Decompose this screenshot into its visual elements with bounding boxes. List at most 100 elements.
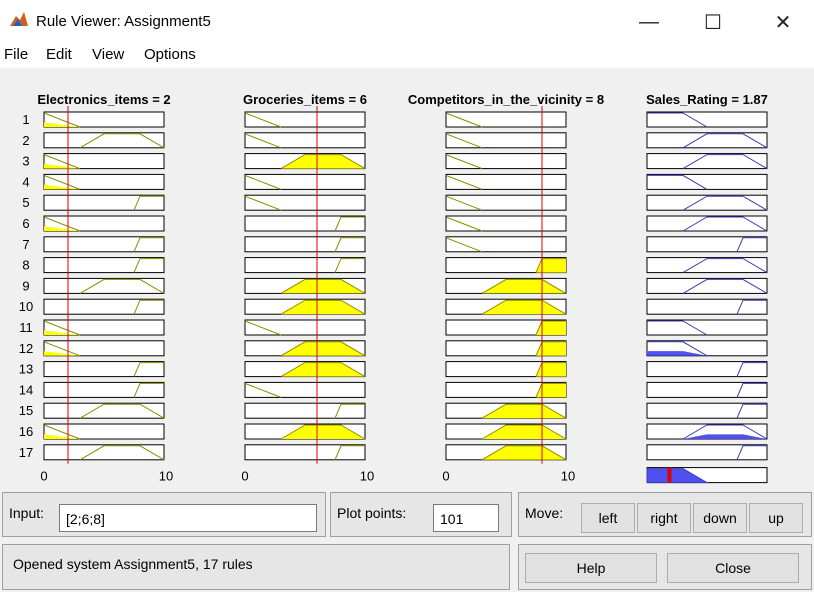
close-window-icon[interactable]: ✕ [774, 11, 792, 34]
input-mf-line [133, 299, 164, 315]
menu-bar: File Edit View Options [0, 42, 814, 68]
input-mf-line [43, 341, 81, 357]
input-mf-line [133, 237, 164, 252]
rule-plot[interactable]: Electronics_items = 2 Groceries_items = 6… [0, 68, 814, 488]
help-button[interactable]: Help [525, 553, 657, 583]
input-label: Input: [9, 505, 45, 521]
input-fill [536, 321, 566, 335]
rule-number: 7 [22, 237, 29, 252]
menu-view[interactable]: View [92, 46, 125, 63]
input-mf-line [43, 320, 81, 336]
output-mf-line [682, 133, 768, 149]
input-mf-line [445, 237, 483, 253]
output-mf-line [647, 341, 708, 357]
input-mf-line [445, 195, 483, 211]
input-mf-line [43, 174, 81, 190]
input-mf-line [244, 133, 282, 149]
input-fill [44, 434, 80, 439]
input-field[interactable]: [2;6;8] [59, 504, 317, 532]
close-button[interactable]: Close [667, 553, 799, 583]
input-mf-box [244, 215, 366, 232]
output-mf-box [646, 111, 768, 128]
output-mf-line [647, 112, 708, 128]
input-mf-line [133, 195, 164, 211]
menu-edit[interactable]: Edit [46, 46, 72, 63]
input-mf-line [481, 445, 567, 461]
input-mf-line [445, 133, 483, 149]
input-fill [536, 383, 566, 398]
output-mf-box [646, 153, 768, 170]
plot-points-panel: Plot points: 101 [330, 492, 512, 537]
output-mf-line [682, 154, 768, 170]
move-panel: Move: left right down up [518, 492, 812, 537]
rule-number: 15 [19, 403, 33, 418]
maximize-icon[interactable]: ☐ [704, 11, 722, 34]
input-fill [44, 226, 80, 231]
input-mf-box [43, 340, 165, 357]
rule-number: 5 [22, 195, 29, 210]
input-mf-box [43, 444, 165, 461]
rule-number: 14 [19, 382, 33, 397]
input-mf-line [481, 299, 567, 315]
output-mf-line [736, 237, 767, 252]
output-mf-line [736, 299, 767, 315]
input-fill [536, 362, 566, 377]
input-fill [44, 122, 80, 127]
input-mf-line [79, 278, 165, 294]
minimize-icon[interactable]: — [639, 10, 659, 33]
input-var-label-3: Competitors_in_the_vicinity = 8 [408, 92, 604, 107]
input-mf-box [43, 298, 165, 315]
input-mf-line [280, 341, 366, 357]
window-title: Rule Viewer: Assignment5 [36, 13, 211, 30]
move-up-button[interactable]: up [749, 503, 803, 533]
input-var-label-1: Electronics_items = 2 [37, 92, 170, 107]
input-mf-box [244, 194, 366, 211]
rule-number: 17 [19, 445, 33, 460]
input-fill [482, 279, 566, 294]
output-mf-box [646, 381, 768, 398]
input-mf-box [244, 319, 366, 336]
rule-number: 9 [22, 278, 29, 293]
input-mf-line [334, 445, 365, 460]
input-mf-line [280, 154, 366, 170]
input-mf-box [445, 111, 567, 128]
rule-number: 11 [19, 320, 33, 335]
input-mf-line [445, 174, 483, 190]
input-mf-box [43, 381, 165, 398]
move-down-button[interactable]: down [693, 503, 747, 533]
move-left-button[interactable]: left [581, 503, 635, 533]
input-mf-box [445, 132, 567, 149]
output-mf-box [646, 173, 768, 190]
matlab-icon [10, 12, 28, 26]
output-mf-line [682, 278, 768, 294]
input-mf-line [79, 133, 165, 149]
axis-max-label: 10 [159, 469, 173, 484]
menu-file[interactable]: File [4, 46, 29, 63]
input-mf-line [481, 424, 567, 440]
move-right-button[interactable]: right [637, 503, 691, 533]
input-mf-line [244, 195, 282, 211]
input-mf-line [481, 278, 567, 294]
input-fill [482, 425, 566, 439]
input-mf-box [43, 132, 165, 149]
output-mf-line [682, 195, 768, 211]
input-mf-box [445, 194, 567, 211]
input-fill [44, 351, 80, 356]
input-fill [44, 330, 80, 335]
output-mf-line [682, 424, 768, 440]
output-mf-line [736, 382, 767, 398]
input-mf-line [43, 112, 81, 128]
output-mf-line [682, 258, 768, 274]
input-mf-box [244, 381, 366, 398]
rule-number: 1 [22, 112, 29, 127]
output-mf-box [646, 319, 768, 336]
input-mf-box [43, 402, 165, 419]
input-fill [281, 425, 365, 439]
output-mf-box [646, 361, 768, 378]
output-mf-line [647, 320, 708, 336]
plot-points-field[interactable]: 101 [433, 504, 499, 532]
menu-options[interactable]: Options [144, 46, 196, 63]
input-mf-line [133, 258, 164, 273]
input-mf-box [445, 173, 567, 190]
output-mf-box [646, 236, 768, 253]
